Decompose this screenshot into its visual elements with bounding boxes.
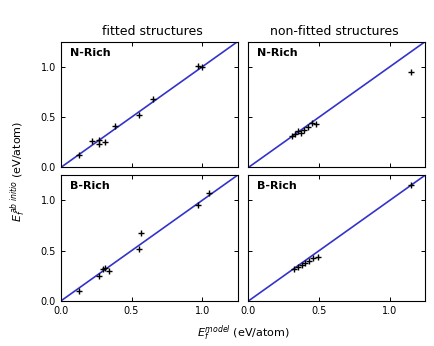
Text: $E_f^{\,ab\ initio}$ (eV/atom): $E_f^{\,ab\ initio}$ (eV/atom) — [9, 121, 28, 222]
Text: N-Rich: N-Rich — [257, 48, 298, 58]
Text: $E_f^{model}$ (eV/atom): $E_f^{model}$ (eV/atom) — [197, 323, 289, 343]
Text: non-fitted structures: non-fitted structures — [270, 25, 398, 38]
Text: B-Rich: B-Rich — [69, 181, 109, 191]
Text: B-Rich: B-Rich — [257, 181, 297, 191]
Text: N-Rich: N-Rich — [69, 48, 110, 58]
Text: fitted structures: fitted structures — [102, 25, 202, 38]
